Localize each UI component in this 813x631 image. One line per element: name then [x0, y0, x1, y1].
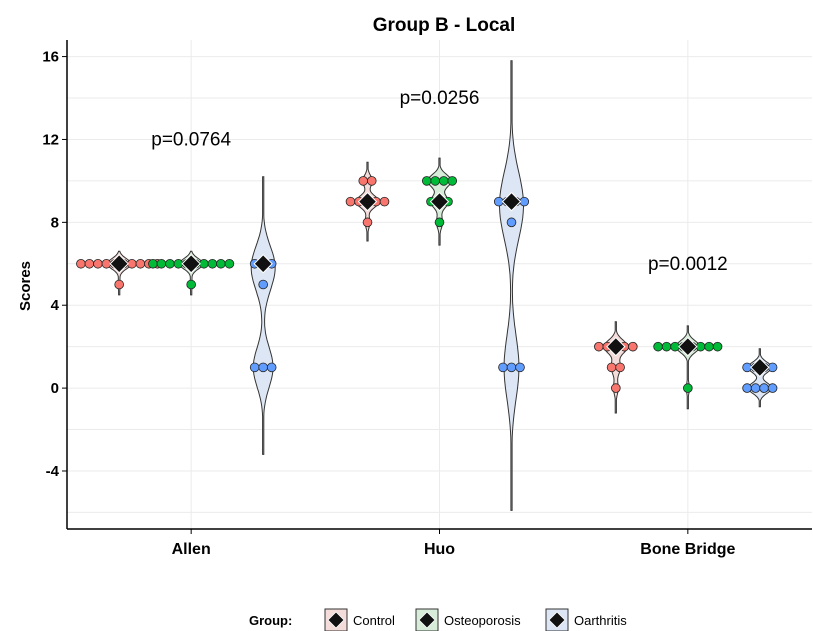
data-point	[258, 362, 268, 373]
legend-diamond	[548, 611, 566, 629]
data-point	[379, 196, 390, 207]
data-point	[759, 383, 769, 393]
grid	[67, 40, 812, 529]
violin	[498, 60, 525, 511]
labels: Group B - Local Scores -4 0 4 8 12 16 Allen Huo…	[17, 15, 735, 558]
data-point	[611, 383, 621, 393]
mean-marker	[678, 336, 698, 357]
data-point	[156, 258, 167, 269]
data-point	[186, 279, 196, 290]
data-point	[216, 258, 226, 269]
data-point	[506, 362, 517, 373]
data-point	[148, 258, 158, 269]
data-point	[498, 362, 508, 373]
y-tick-label: 8	[51, 214, 59, 231]
data-point	[767, 383, 778, 393]
data-point	[704, 341, 714, 352]
data-point	[135, 258, 146, 269]
data-point	[742, 383, 752, 393]
data-point	[358, 176, 369, 186]
data-point	[266, 362, 277, 373]
p-value-annotation: p=0.0256	[400, 88, 480, 109]
mean-marker	[181, 254, 201, 274]
legend-label: Osteoporosis	[444, 613, 521, 628]
y-tick-label: 12	[42, 131, 59, 148]
data-point	[628, 341, 638, 352]
axes	[62, 40, 812, 534]
legend: Group: Control Osteoporosis Oarthritis	[249, 608, 627, 631]
data-point	[249, 362, 260, 373]
points	[76, 176, 778, 393]
legend-diamond	[327, 611, 345, 629]
x-tick-label: Allen	[172, 541, 211, 558]
mean-marker	[501, 191, 522, 212]
data-point	[712, 341, 723, 352]
p-value-annotation: p=0.0764	[151, 129, 231, 150]
data-point	[224, 258, 235, 269]
violin	[747, 348, 773, 408]
data-point	[447, 176, 458, 186]
mean-marker	[429, 191, 450, 212]
data-point	[594, 341, 604, 352]
data-point	[606, 362, 617, 373]
y-tick-label: 0	[51, 380, 59, 397]
data-point	[515, 362, 525, 373]
x-tick-label: Huo	[424, 541, 455, 558]
chart-title: Group B - Local	[373, 15, 516, 36]
legend-title: Group:	[249, 613, 292, 628]
data-point	[430, 176, 441, 186]
mean-marker	[606, 336, 626, 357]
data-point	[165, 258, 175, 269]
data-point	[750, 383, 761, 393]
x-tick-label: Bone Bridge	[640, 541, 735, 558]
y-tick-label: 4	[51, 297, 60, 314]
p-value-annotation: p=0.0012	[648, 254, 728, 275]
data-point	[653, 341, 663, 352]
y-tick-label: 16	[42, 49, 59, 66]
violin	[250, 176, 276, 455]
mean-marker	[109, 254, 129, 274]
means	[109, 191, 770, 378]
legend-diamond	[418, 611, 436, 629]
data-point	[362, 217, 373, 228]
data-point	[421, 176, 432, 186]
mean-marker	[357, 191, 378, 212]
data-point	[76, 258, 86, 269]
mean-marker	[750, 357, 770, 378]
data-point	[366, 176, 377, 186]
data-point	[661, 341, 672, 352]
data-point	[683, 383, 693, 393]
data-point	[258, 279, 268, 290]
y-axis-label: Scores	[17, 261, 34, 311]
data-point	[345, 196, 356, 207]
data-point	[506, 217, 517, 228]
y-tick-label: -4	[46, 463, 60, 480]
mean-marker	[253, 254, 273, 274]
legend-label: Control	[353, 613, 395, 628]
data-point	[438, 176, 449, 186]
data-point	[114, 279, 124, 290]
data-point	[84, 258, 95, 269]
legend-label: Oarthritis	[574, 613, 627, 628]
data-point	[615, 362, 625, 373]
data-point	[93, 258, 103, 269]
data-point	[434, 217, 445, 228]
data-point	[207, 258, 218, 269]
